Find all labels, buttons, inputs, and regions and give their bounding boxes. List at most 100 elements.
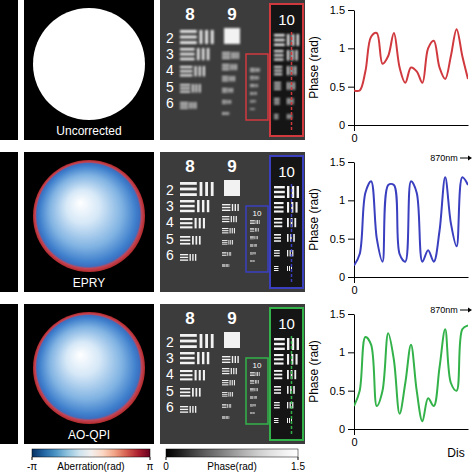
target-bar	[287, 234, 289, 242]
y-tick: 0	[339, 271, 354, 283]
annotation-arrowhead	[468, 308, 472, 313]
target-bar	[257, 220, 259, 224]
target-bar	[222, 384, 228, 385]
target-bar	[274, 98, 280, 99]
y-tick-mark	[348, 10, 354, 11]
target-bar	[255, 220, 257, 224]
target-bar	[290, 98, 291, 104]
y-tick: 1.5	[330, 4, 354, 16]
target-bar	[294, 218, 296, 227]
target-bar	[227, 264, 229, 267]
y-tick-mark	[348, 239, 354, 240]
target-bar	[250, 389, 254, 391]
target-bar	[256, 76, 258, 80]
target-bar	[254, 260, 255, 262]
target-bar	[292, 98, 293, 104]
target-bar	[274, 101, 280, 102]
target-bar	[222, 210, 230, 211]
y-tick: 0	[339, 423, 354, 435]
y-tick-mark	[348, 352, 354, 353]
target-bar	[232, 240, 234, 245]
target-bar	[222, 218, 229, 219]
target-bar	[274, 389, 281, 391]
target-bar	[180, 357, 195, 359]
target-bar	[180, 182, 197, 185]
target-bar	[250, 252, 253, 253]
target-bar	[255, 100, 256, 102]
target-bar	[222, 89, 228, 91]
target-bar	[258, 220, 260, 224]
target-bar	[180, 91, 190, 93]
target-bar	[235, 52, 236, 59]
target-bar	[274, 418, 279, 419]
target-bar	[274, 34, 285, 36]
target-bar	[222, 100, 227, 102]
target-bar	[274, 114, 279, 115]
target-bar	[226, 416, 228, 419]
target-bar	[257, 84, 259, 87]
target-bar	[227, 112, 229, 115]
inset-pattern	[274, 338, 299, 423]
inset-pattern	[274, 34, 299, 119]
target-bar	[250, 245, 253, 247]
colorbar-gradient	[32, 449, 150, 457]
aberration-background	[24, 304, 154, 444]
y-tick-mark	[348, 125, 354, 126]
figure-canvas: Uncorrected89234561000.511.50Phase (rad)…	[0, 0, 474, 474]
target-bar	[253, 396, 255, 399]
target-bar	[250, 261, 252, 262]
target-bar	[257, 380, 259, 384]
target-bar	[250, 92, 253, 94]
plot-area	[354, 29, 468, 91]
target-bar	[250, 86, 254, 88]
usaf-panel: 89234561010	[160, 152, 305, 292]
target-bar	[222, 228, 228, 229]
target-bar	[274, 374, 282, 376]
target-bar	[274, 377, 282, 379]
y-tick: 0.5	[330, 385, 354, 397]
target-bar	[274, 253, 280, 254]
target-bar	[180, 378, 192, 380]
target-bar	[222, 393, 228, 395]
target-bar	[222, 380, 228, 381]
usaf-pattern	[180, 332, 260, 419]
target-bar	[231, 216, 232, 222]
small-group-label: 10	[253, 209, 262, 218]
x-tick-mark	[354, 125, 355, 131]
target-bar	[211, 30, 214, 44]
group-label: 8	[185, 157, 194, 176]
target-bar	[274, 50, 284, 52]
target-bar	[233, 64, 234, 70]
target-bar	[253, 100, 254, 102]
target-bar	[255, 92, 257, 95]
target-bar	[180, 257, 188, 258]
target-bar	[231, 368, 232, 374]
target-bar	[230, 100, 232, 104]
pupil-map	[33, 160, 145, 272]
y-tick: 1	[339, 42, 354, 54]
target-bar	[287, 370, 289, 379]
y-tick-mark	[348, 277, 354, 278]
target-bar	[197, 352, 199, 364]
method-label: AO-QPI	[68, 428, 110, 442]
target-bar	[199, 84, 201, 93]
element-label: 5	[166, 231, 174, 247]
target-bar	[195, 218, 197, 228]
target-bar	[180, 200, 195, 202]
target-bar	[289, 418, 290, 423]
target-bar	[180, 236, 190, 238]
target-bar	[274, 266, 279, 267]
element-label: 2	[166, 182, 174, 198]
colorbar-tick	[150, 457, 151, 460]
target-bar	[222, 64, 229, 65]
target-bar	[222, 407, 227, 409]
y-axis: 00.511.5	[330, 308, 355, 435]
target-bar	[195, 66, 197, 76]
target-bar	[228, 252, 230, 256]
colorbar-tick-label: π	[147, 461, 154, 472]
x-axis: 0	[351, 429, 468, 448]
target-bar	[207, 48, 209, 60]
usaf-pattern	[180, 180, 260, 267]
target-bar	[222, 373, 229, 374]
target-bar	[250, 78, 254, 80]
